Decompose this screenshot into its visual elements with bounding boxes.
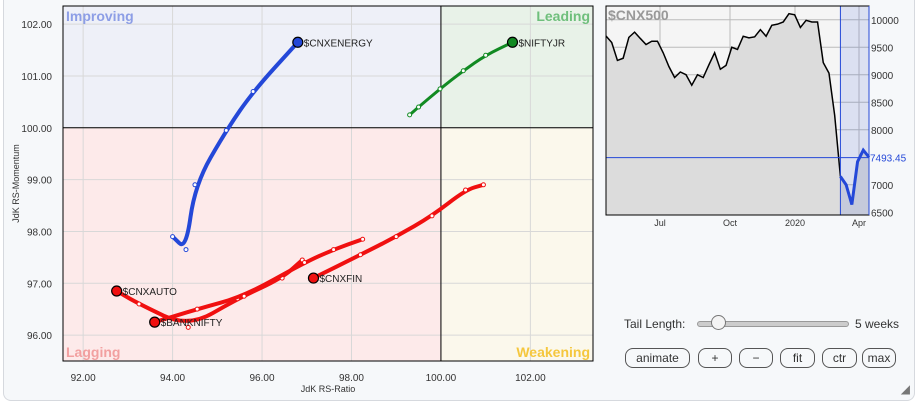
x-axis-label: JdK RS-Ratio <box>301 384 356 394</box>
tail-point <box>360 236 366 242</box>
tail-point <box>416 104 422 110</box>
tail-point <box>185 324 191 330</box>
y-tick-label: 99.00 <box>27 176 52 187</box>
tail-line <box>152 237 365 325</box>
quadrant-label-weakening: Weakening <box>516 344 590 360</box>
series-label: $CNXENERGY <box>304 38 373 49</box>
y-tick-label: 100.00 <box>21 124 52 135</box>
quadrant-label-improving: Improving <box>66 8 134 24</box>
x-tick-label: 98.00 <box>339 373 364 384</box>
tail-point <box>483 52 489 58</box>
quadrant-weakening <box>440 127 593 361</box>
tail-length-slider-handle[interactable] <box>711 315 726 330</box>
tail-length-label: Tail Length: <box>624 317 686 331</box>
tail-point <box>437 86 443 92</box>
current-value-label: 7493.45 <box>870 154 907 165</box>
tail-point <box>331 247 337 253</box>
tail-point <box>192 182 198 188</box>
center-button[interactable]: ctr <box>822 348 857 368</box>
tail-point <box>393 234 399 240</box>
y-tick-label: 9500 <box>871 43 894 54</box>
x-tick-label: Oct <box>723 218 738 228</box>
y-tick-label: 8500 <box>871 98 894 109</box>
head-point <box>149 316 161 328</box>
price-chart: Jul Oct 2020 Apr 10000 9500 9000 8500 8000 7000 65… <box>605 5 907 228</box>
series-label: $CNXFIN <box>319 274 362 285</box>
tail-length-value: 5 weeks <box>855 317 900 331</box>
price-line <box>605 12 842 177</box>
y-tick-label: 10000 <box>871 16 899 27</box>
max-button[interactable]: max <box>862 348 896 368</box>
y-tick-label: 9000 <box>871 71 894 82</box>
fit-button[interactable]: fit <box>780 348 815 368</box>
tail-point <box>136 301 142 307</box>
y-tick-label: 97.00 <box>27 279 52 290</box>
y-axis-label: JdK RS-Momentum <box>11 144 21 223</box>
y-tick-label: 7000 <box>871 181 894 192</box>
tail-point <box>183 247 189 253</box>
tail-point <box>302 260 308 266</box>
quadrant-leading <box>440 6 593 128</box>
y-tick-label: 8000 <box>871 126 894 137</box>
tail-point <box>241 293 247 299</box>
tail-point <box>480 182 486 188</box>
plot-border <box>62 5 594 362</box>
tail-point <box>170 234 176 240</box>
price-tail-line <box>839 147 871 205</box>
y-tick-label: 102.00 <box>21 20 52 31</box>
head-point <box>307 272 320 284</box>
series-label: $BANKNIFTY <box>161 318 223 329</box>
tail-line <box>170 40 300 247</box>
head-point <box>111 285 123 297</box>
quadrant-label-lagging: Lagging <box>66 344 120 360</box>
price-area <box>606 13 869 216</box>
zoom-in-button[interactable]: + <box>698 348 732 368</box>
x-tick-label: Apr <box>852 218 866 228</box>
x-tick-label: Jul <box>654 218 666 228</box>
tail-point <box>463 187 469 193</box>
y-tick-label: 6500 <box>871 208 894 219</box>
y-tick-label: 101.00 <box>21 72 52 83</box>
tail-point <box>429 213 435 219</box>
tail-point <box>407 112 413 118</box>
x-tick-label: 102.00 <box>515 373 546 384</box>
x-tick-label: 100.00 <box>426 373 457 384</box>
x-tick-label: 94.00 <box>160 373 185 384</box>
y-tick-label: 96.00 <box>27 331 52 342</box>
tail-point <box>460 68 466 74</box>
tail-line <box>311 182 486 281</box>
series-label: $CNXAUTO <box>123 287 177 298</box>
rrg-chart: 92.00 94.00 96.00 98.00 100.00 102.00 96.00 97.… <box>11 5 594 394</box>
x-tick-label: 2020 <box>785 218 805 228</box>
tail-length-slider[interactable] <box>697 321 849 327</box>
head-point <box>292 36 304 48</box>
tail-point <box>250 89 256 95</box>
tail-point <box>223 127 229 133</box>
tail-point <box>357 252 363 258</box>
x-tick-label: 96.00 <box>250 373 275 384</box>
quadrant-improving <box>63 6 441 128</box>
chart-title: $CNX500 <box>608 7 669 23</box>
resize-handle-icon[interactable]: ◢ <box>900 382 910 396</box>
head-point <box>506 36 519 48</box>
x-tick-label: 92.00 <box>71 373 96 384</box>
zoom-out-button[interactable]: − <box>739 348 773 368</box>
quadrant-label-leading: Leading <box>536 8 590 24</box>
animate-button[interactable]: animate <box>625 348 690 368</box>
tail-point <box>194 306 200 312</box>
series-label: $NIFTYJR <box>518 38 565 49</box>
y-tick-label: 98.00 <box>27 227 52 238</box>
